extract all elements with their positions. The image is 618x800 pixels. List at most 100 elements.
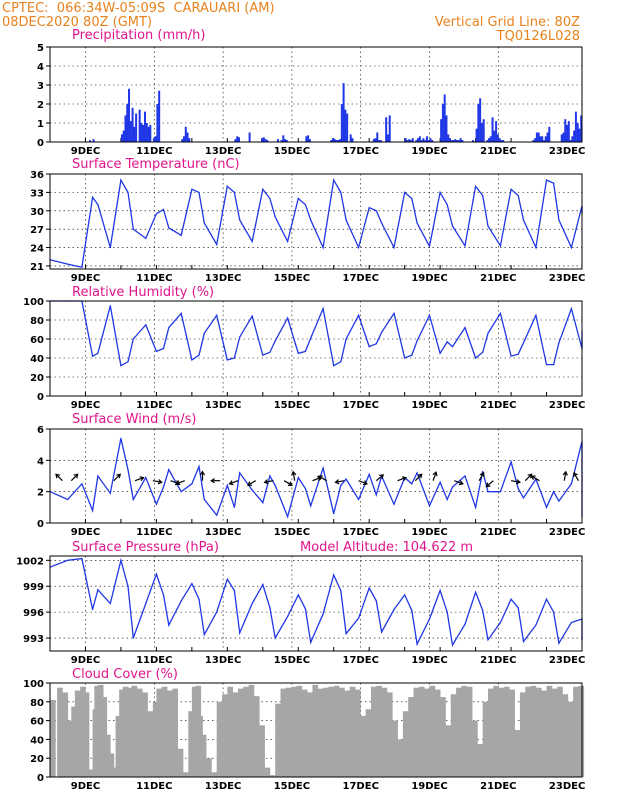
precip-bar <box>477 104 480 142</box>
cloud-bar <box>472 720 478 777</box>
temp-point <box>251 240 253 243</box>
wind-point <box>145 476 147 479</box>
rh-point <box>304 350 306 352</box>
x-tick-label: 9DEC <box>71 655 100 666</box>
cloud-bar <box>197 715 203 777</box>
cloud-bar <box>509 689 515 777</box>
rh-point <box>439 352 441 354</box>
wind-arrow <box>152 479 163 485</box>
cloud-bar <box>562 694 569 777</box>
temp-point <box>446 204 448 206</box>
x-tick-label: 19DEC <box>411 273 447 284</box>
y-tick-label: 6 <box>37 425 44 436</box>
precip-bar <box>404 138 407 142</box>
cloud-bar <box>112 767 118 777</box>
y-tick-label: 24 <box>30 244 44 255</box>
x-tick-label: 19DEC <box>411 146 447 157</box>
wind-point <box>127 469 129 471</box>
header-model-code: TQ0126L028 <box>496 29 580 44</box>
precip-bar <box>181 139 184 142</box>
rh-point <box>411 354 413 356</box>
precip-bar <box>143 111 146 142</box>
wind-point <box>239 472 241 474</box>
cloud-bar <box>108 753 115 777</box>
x-tick-label: 9DEC <box>71 781 100 792</box>
precip-bar <box>340 104 343 142</box>
rh-point <box>251 315 253 317</box>
precip-bar <box>237 137 240 142</box>
temp-point <box>404 191 406 193</box>
precip-bar <box>488 138 491 142</box>
precip-bar <box>154 136 157 142</box>
temp-point <box>535 246 537 249</box>
precip-frame <box>49 46 583 143</box>
cloud-frame <box>49 682 583 778</box>
rh-point <box>274 340 276 342</box>
cloud-bar <box>152 701 159 777</box>
pres-point <box>251 602 253 605</box>
temp-point <box>411 197 413 200</box>
precip-bar <box>562 132 565 142</box>
rh-point <box>269 351 271 353</box>
pres-point <box>274 637 276 639</box>
cloud-bar <box>57 687 63 777</box>
precip-bar <box>535 132 538 142</box>
y-tick-label: 996 <box>23 608 44 619</box>
cloud-bar <box>275 703 281 777</box>
wind-arrow <box>524 473 533 482</box>
temp-point <box>132 228 134 230</box>
cloud-bar <box>136 688 143 777</box>
precip-bar <box>379 140 382 142</box>
temp-point <box>545 179 548 181</box>
pres-point <box>340 589 342 592</box>
y-tick-label: 993 <box>23 634 44 645</box>
temp-point <box>216 243 218 246</box>
x-tick-label: 17DEC <box>343 781 379 792</box>
temp-point <box>499 245 502 247</box>
wind-point <box>446 498 448 501</box>
pres-point <box>522 640 525 643</box>
temp-point <box>393 246 395 249</box>
precip-bar <box>337 140 340 142</box>
cloud-bar <box>514 730 521 777</box>
wind-point <box>251 489 253 491</box>
cloud-bar <box>104 734 111 777</box>
x-tick-label: 17DEC <box>343 146 379 157</box>
cloud-bar <box>269 775 276 777</box>
precip-bar <box>493 130 496 142</box>
precip-bar <box>307 135 310 142</box>
y-tick-label: 0 <box>37 519 44 530</box>
temp-point <box>274 216 276 218</box>
temp-point <box>297 197 299 200</box>
temp-point <box>239 219 241 221</box>
rh-point <box>416 340 418 342</box>
wind-point <box>132 498 134 501</box>
cloud-bar <box>477 744 484 777</box>
x-tick-label: 23DEC <box>549 781 585 792</box>
temp-point <box>517 194 519 197</box>
cloud-bar <box>525 686 531 777</box>
precip-bar <box>339 139 342 142</box>
wind-frame <box>49 428 583 524</box>
pres-point <box>510 598 512 600</box>
precip-bar <box>537 132 540 142</box>
precip-bar <box>411 138 414 142</box>
wind-arrow <box>510 479 521 485</box>
wind-point <box>91 509 94 512</box>
temp-point <box>155 213 157 215</box>
rh-point <box>109 305 111 307</box>
x-tick-label: 19DEC <box>411 400 447 411</box>
pres-point <box>357 617 360 619</box>
wind-arrow <box>317 475 327 482</box>
wind-arrow <box>485 480 494 488</box>
temp-point <box>304 204 306 206</box>
wind-point <box>155 503 157 505</box>
precip-bar <box>576 123 579 142</box>
precip-bar <box>89 140 92 142</box>
cloud-bar <box>418 686 425 777</box>
wind-point <box>304 487 306 490</box>
rh-point <box>191 359 193 361</box>
cloud-bar <box>424 688 430 777</box>
wind-point <box>451 486 454 488</box>
precip-bar <box>183 136 185 142</box>
